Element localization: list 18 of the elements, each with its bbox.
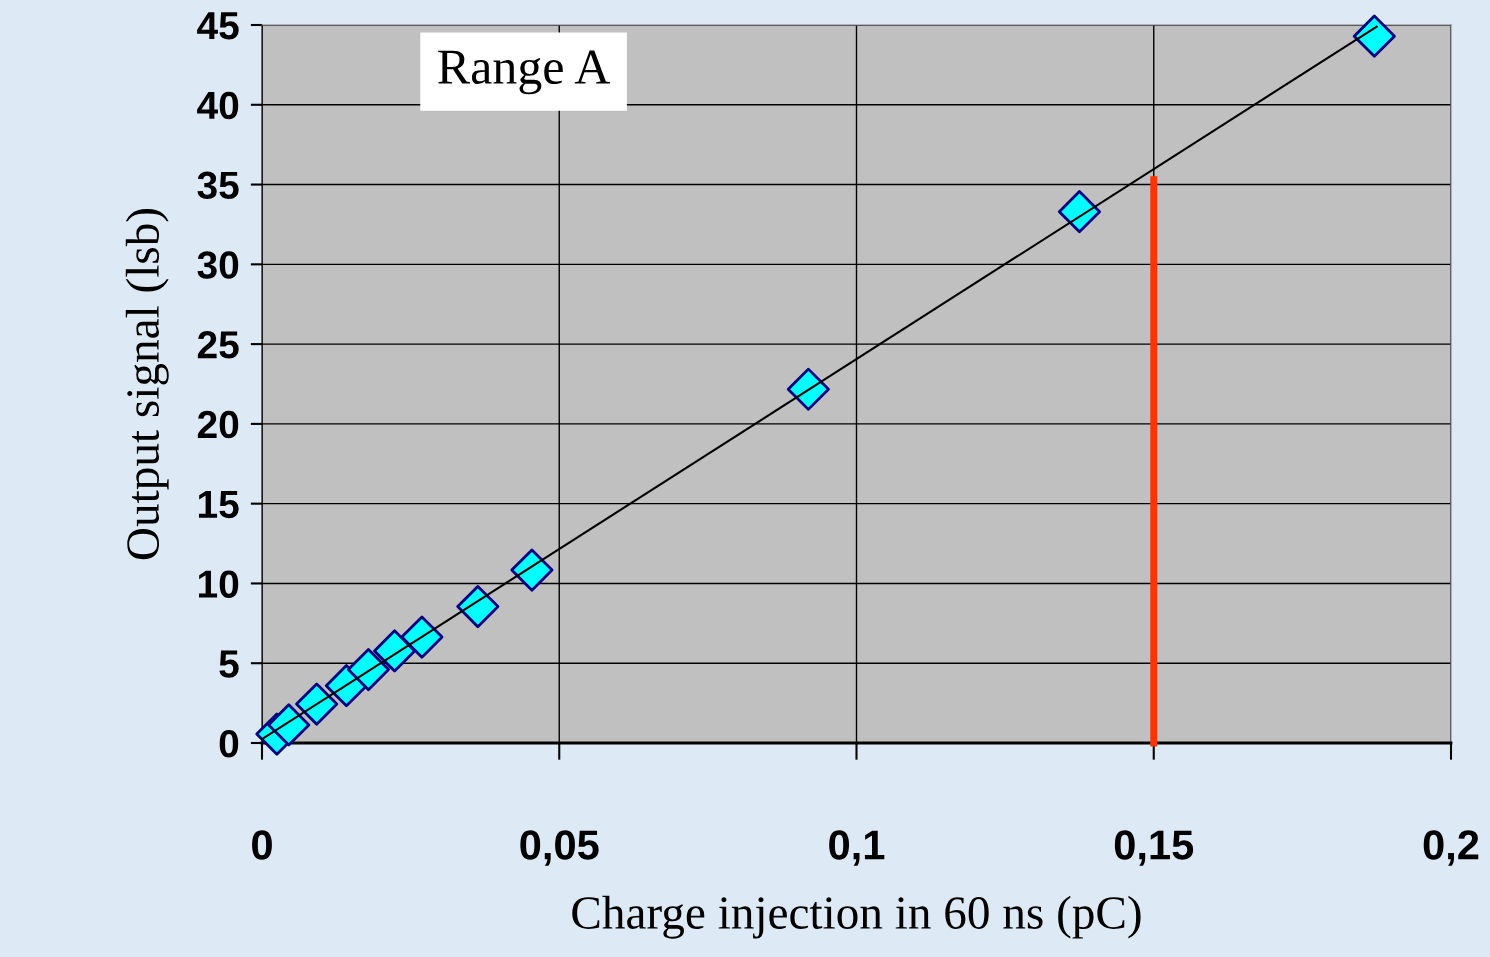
x-tick-label: 0,15 [1114, 830, 1194, 866]
y-tick-label: 40 [197, 91, 239, 120]
x-tick-label: 0,05 [520, 830, 599, 866]
x-tick-label: 0,2 [1423, 830, 1479, 866]
y-tick-label: 10 [198, 570, 239, 598]
y-tick-label: 5 [219, 650, 239, 678]
y-tick-label: 35 [197, 171, 239, 200]
y-tick-label: 20 [197, 410, 239, 439]
y-tick-label: 45 [197, 12, 239, 40]
x-tick-label: 0 [252, 830, 272, 860]
y-tick-label: 30 [197, 251, 239, 279]
x-tick-label: 0,1 [829, 830, 885, 866]
x-axis-title: Charge injection in 60 ns (pC) [572, 895, 1141, 939]
y-tick-label: 15 [198, 491, 239, 519]
y-tick-label: 0 [219, 729, 239, 758]
y-tick-label: 25 [197, 331, 239, 359]
y-axis-title: Output signal (lsb) [125, 209, 169, 560]
annotation: Range A [438, 50, 611, 95]
